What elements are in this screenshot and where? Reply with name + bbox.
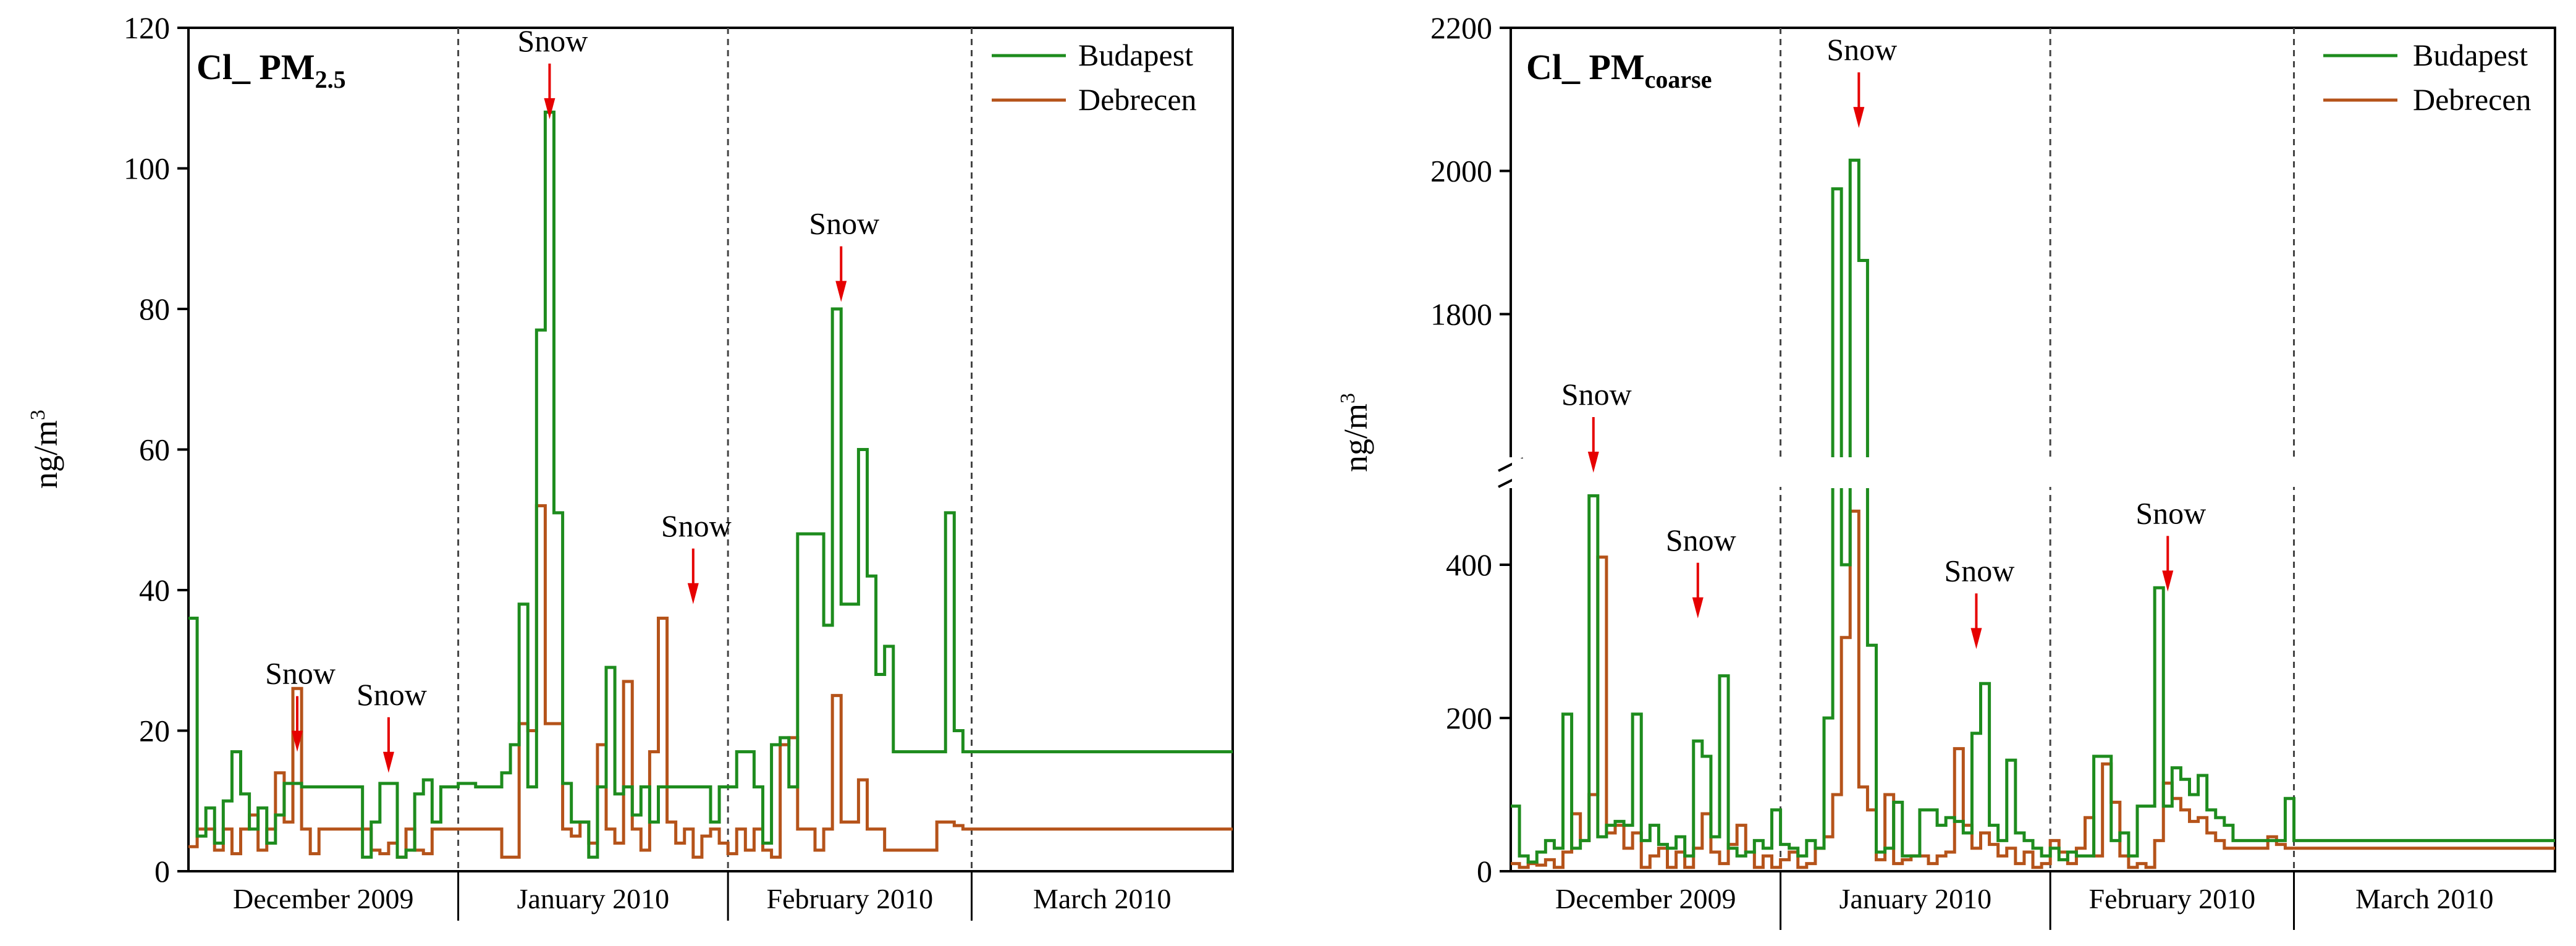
series-lines (188, 111, 1233, 859)
y-tick-label: 100 (124, 151, 170, 186)
y-tick-label: 80 (139, 292, 170, 326)
snow-label: Snow (517, 23, 588, 58)
axis-break-gap (1512, 458, 2554, 487)
month-dividers (1780, 28, 2295, 871)
series-lines (1511, 158, 2555, 869)
snow-label: Snow (2135, 496, 2206, 530)
y-tick-label: 1800 (1430, 297, 1492, 331)
series-line-budapest (1511, 158, 2555, 864)
legend-label-debrecen: Debrecen (1078, 82, 1197, 117)
plot-frame (187, 27, 1234, 872)
month-label: February 2010 (2089, 883, 2256, 914)
y-axis-label: ng/m3 (27, 410, 64, 489)
month-label: March 2010 (2355, 883, 2494, 914)
snow-arrow-head (1853, 107, 1865, 129)
legend-label-budapest: Budapest (1078, 38, 1193, 72)
snow-arrow-head (835, 281, 847, 302)
snow-label: Snow (357, 677, 427, 712)
chart-title: Cl_ PMcoarse (1526, 47, 1712, 93)
snow-arrow-head (2162, 570, 2174, 592)
y-tick-label: 60 (139, 433, 170, 467)
plot-frame (1510, 27, 2556, 872)
snow-arrow-head (292, 730, 303, 752)
month-label: December 2009 (233, 883, 414, 914)
month-label: December 2009 (1555, 883, 1736, 914)
legend: Budapest Debrecen (2323, 38, 2532, 117)
snow-arrow-head (1692, 597, 1704, 619)
snow-arrow-head (544, 98, 555, 119)
snow-label: Snow (1666, 523, 1736, 557)
month-dividers (457, 28, 973, 871)
chart-title: Cl_ PM2.5 (196, 47, 346, 93)
month-labels: December 2009 January 2010 February 2010 Ma… (1555, 871, 2494, 930)
snow-arrow-head (1970, 628, 1982, 649)
snow-label: Snow (265, 656, 336, 691)
month-label: January 2010 (1839, 883, 1992, 914)
y-tick-label: 40 (139, 573, 170, 607)
legend: Budapest Debrecen (992, 38, 1197, 117)
y-tick-label: 200 (1446, 701, 1492, 735)
y-axis-ticks: 0 200 400 1800 2000 2200 (1430, 11, 1511, 889)
snow-label: Snow (661, 509, 732, 543)
series-line-budapest (188, 111, 1233, 859)
month-labels: December 2009 January 2010 February 2010 Ma… (233, 871, 1172, 921)
snow-arrow-head (382, 751, 394, 773)
month-label: January 2010 (517, 883, 670, 914)
y-tick-label: 2000 (1430, 154, 1492, 188)
snow-label: Snow (1826, 32, 1897, 67)
series-line-debrecen (188, 504, 1233, 859)
y-tick-label: 0 (154, 854, 170, 889)
y-tick-label: 0 (1477, 854, 1492, 889)
snow-arrow-head (1587, 452, 1599, 473)
chart-pm25: 0 20 40 60 80 100 120 Snow Snow Snow Snow Snow Dec… (27, 11, 1234, 921)
y-tick-label: 20 (139, 714, 170, 748)
legend-label-budapest: Budapest (2413, 38, 2528, 72)
y-tick-label: 400 (1446, 547, 1492, 582)
snow-label: Snow (1561, 377, 1632, 412)
y-tick-label: 120 (124, 11, 170, 45)
snow-label: Snow (1944, 553, 2014, 588)
legend-label-debrecen: Debrecen (2413, 82, 2532, 117)
snow-annotations: Snow Snow Snow Snow Snow (1561, 32, 2206, 649)
snow-label: Snow (809, 206, 879, 241)
y-tick-label: 2200 (1430, 11, 1492, 45)
y-axis-ticks: 0 20 40 60 80 100 120 (124, 11, 188, 889)
series-line-debrecen (1511, 509, 2555, 869)
month-label: February 2010 (767, 883, 934, 914)
month-label: March 2010 (1033, 883, 1172, 914)
snow-arrow-head (687, 583, 699, 604)
snow-annotations: Snow Snow Snow Snow Snow (265, 23, 879, 773)
y-axis-label: ng/m3 (1337, 393, 1374, 472)
